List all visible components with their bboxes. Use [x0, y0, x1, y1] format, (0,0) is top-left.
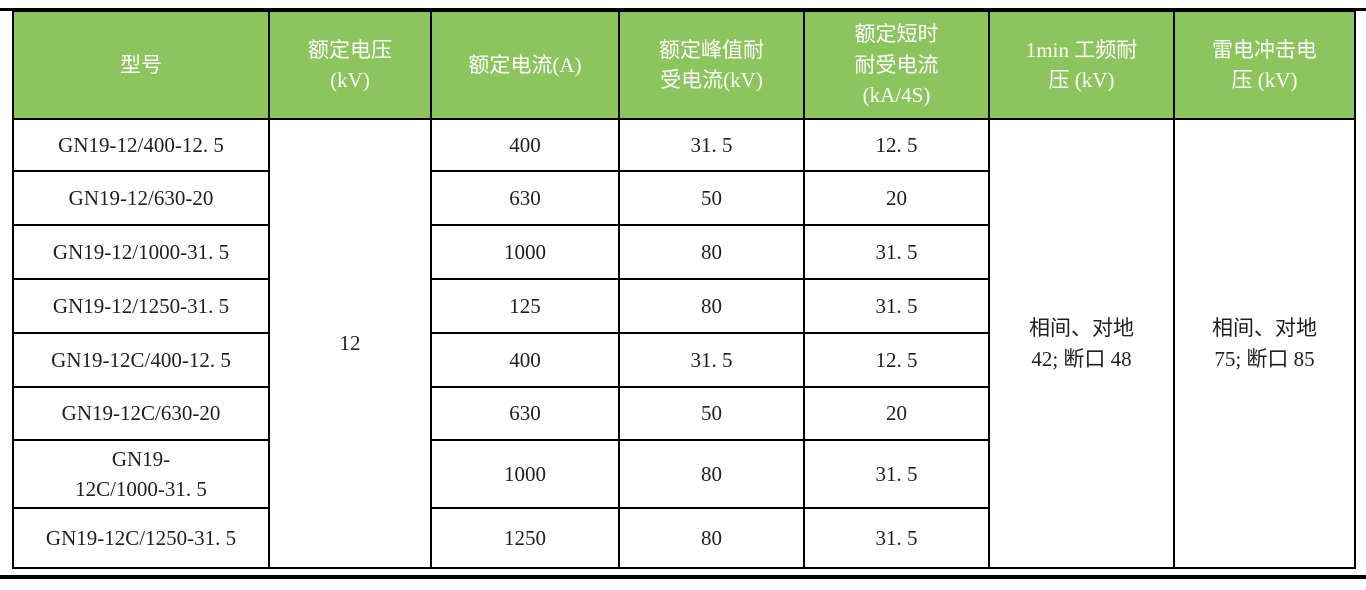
- cell-peak-withstand: 50: [618, 170, 805, 226]
- cell-short-time-withstand: 31. 5: [803, 507, 990, 569]
- spec-table: 型号 额定电压 (kV) 额定电流(A) 额定峰值耐 受电流(kV) 额定短时 …: [12, 10, 1356, 569]
- cell-peak-withstand: 80: [618, 224, 805, 280]
- top-rule: [0, 8, 1366, 11]
- header-row: 型号 额定电压 (kV) 额定电流(A) 额定峰值耐 受电流(kV) 额定短时 …: [12, 10, 1356, 120]
- cell-rated-current: 125: [430, 278, 620, 334]
- bottom-rule: [0, 575, 1366, 579]
- cell-rated-current: 1000: [430, 224, 620, 280]
- cell-rated-current: 630: [430, 170, 620, 226]
- header-short-time-withstand-current: 额定短时 耐受电流 (kA/4S): [803, 10, 990, 120]
- table-row: GN19-12/1250-31. 5 125 80 31. 5: [12, 278, 1355, 334]
- cell-short-time-withstand: 12. 5: [803, 332, 990, 388]
- table-row: GN19- 12C/1000-31. 5 1000 80 31. 5: [12, 439, 1355, 509]
- cell-short-time-withstand: 20: [803, 170, 990, 226]
- cell-peak-withstand: 80: [618, 439, 805, 509]
- table-row: GN19-12C/400-12. 5 400 31. 5 12. 5: [12, 332, 1355, 388]
- cell-model: GN19-12C/400-12. 5: [12, 332, 270, 388]
- table-row: GN19-12/630-20 630 50 20: [12, 170, 1355, 226]
- cell-lightning-impulse-merged: 相间、对地 75; 断口 85: [1173, 118, 1356, 569]
- cell-short-time-withstand: 31. 5: [803, 278, 990, 334]
- cell-model: GN19-12C/1250-31. 5: [12, 507, 270, 569]
- cell-model: GN19-12/1250-31. 5: [12, 278, 270, 334]
- header-power-frequency-withstand-voltage: 1min 工频耐 压 (kV): [988, 10, 1175, 120]
- header-rated-current: 额定电流(A): [430, 10, 620, 120]
- header-lightning-impulse-voltage: 雷电冲击电 压 (kV): [1173, 10, 1356, 120]
- cell-rated-current: 400: [430, 332, 620, 388]
- cell-peak-withstand: 31. 5: [618, 118, 805, 172]
- cell-peak-withstand: 80: [618, 507, 805, 569]
- cell-short-time-withstand: 31. 5: [803, 224, 990, 280]
- cell-rated-current: 400: [430, 118, 620, 172]
- cell-model: GN19-12/630-20: [12, 170, 270, 226]
- header-model: 型号: [12, 10, 270, 120]
- cell-short-time-withstand: 12. 5: [803, 118, 990, 172]
- header-peak-withstand-current: 额定峰值耐 受电流(kV): [618, 10, 805, 120]
- cell-rated-current: 630: [430, 386, 620, 441]
- cell-power-freq-withstand-merged: 相间、对地 42; 断口 48: [988, 118, 1175, 569]
- table-row: GN19-12/400-12. 5 12 400 31. 5 12. 5 相间、…: [12, 118, 1356, 569]
- header-rated-voltage: 额定电压 (kV): [268, 10, 432, 120]
- cell-rated-current: 1250: [430, 507, 620, 569]
- table-row: GN19-12C/1250-31. 5 1250 80 31. 5: [12, 507, 1355, 569]
- cell-peak-withstand: 50: [618, 386, 805, 441]
- cell-rated-voltage-merged: 12: [268, 118, 432, 569]
- cell-peak-withstand: 31. 5: [618, 332, 805, 388]
- table-row: GN19-12/1000-31. 5 1000 80 31. 5: [12, 224, 1355, 280]
- cell-model: GN19-12/400-12. 5: [12, 118, 270, 172]
- cell-short-time-withstand: 31. 5: [803, 439, 990, 509]
- cell-model: GN19-12C/630-20: [12, 386, 270, 441]
- cell-short-time-withstand: 20: [803, 386, 990, 441]
- cell-model: GN19- 12C/1000-31. 5: [12, 439, 270, 509]
- cell-peak-withstand: 80: [618, 278, 805, 334]
- cell-model: GN19-12/1000-31. 5: [12, 224, 270, 280]
- cell-rated-current: 1000: [430, 439, 620, 509]
- table-row: GN19-12C/630-20 630 50 20: [12, 386, 1355, 441]
